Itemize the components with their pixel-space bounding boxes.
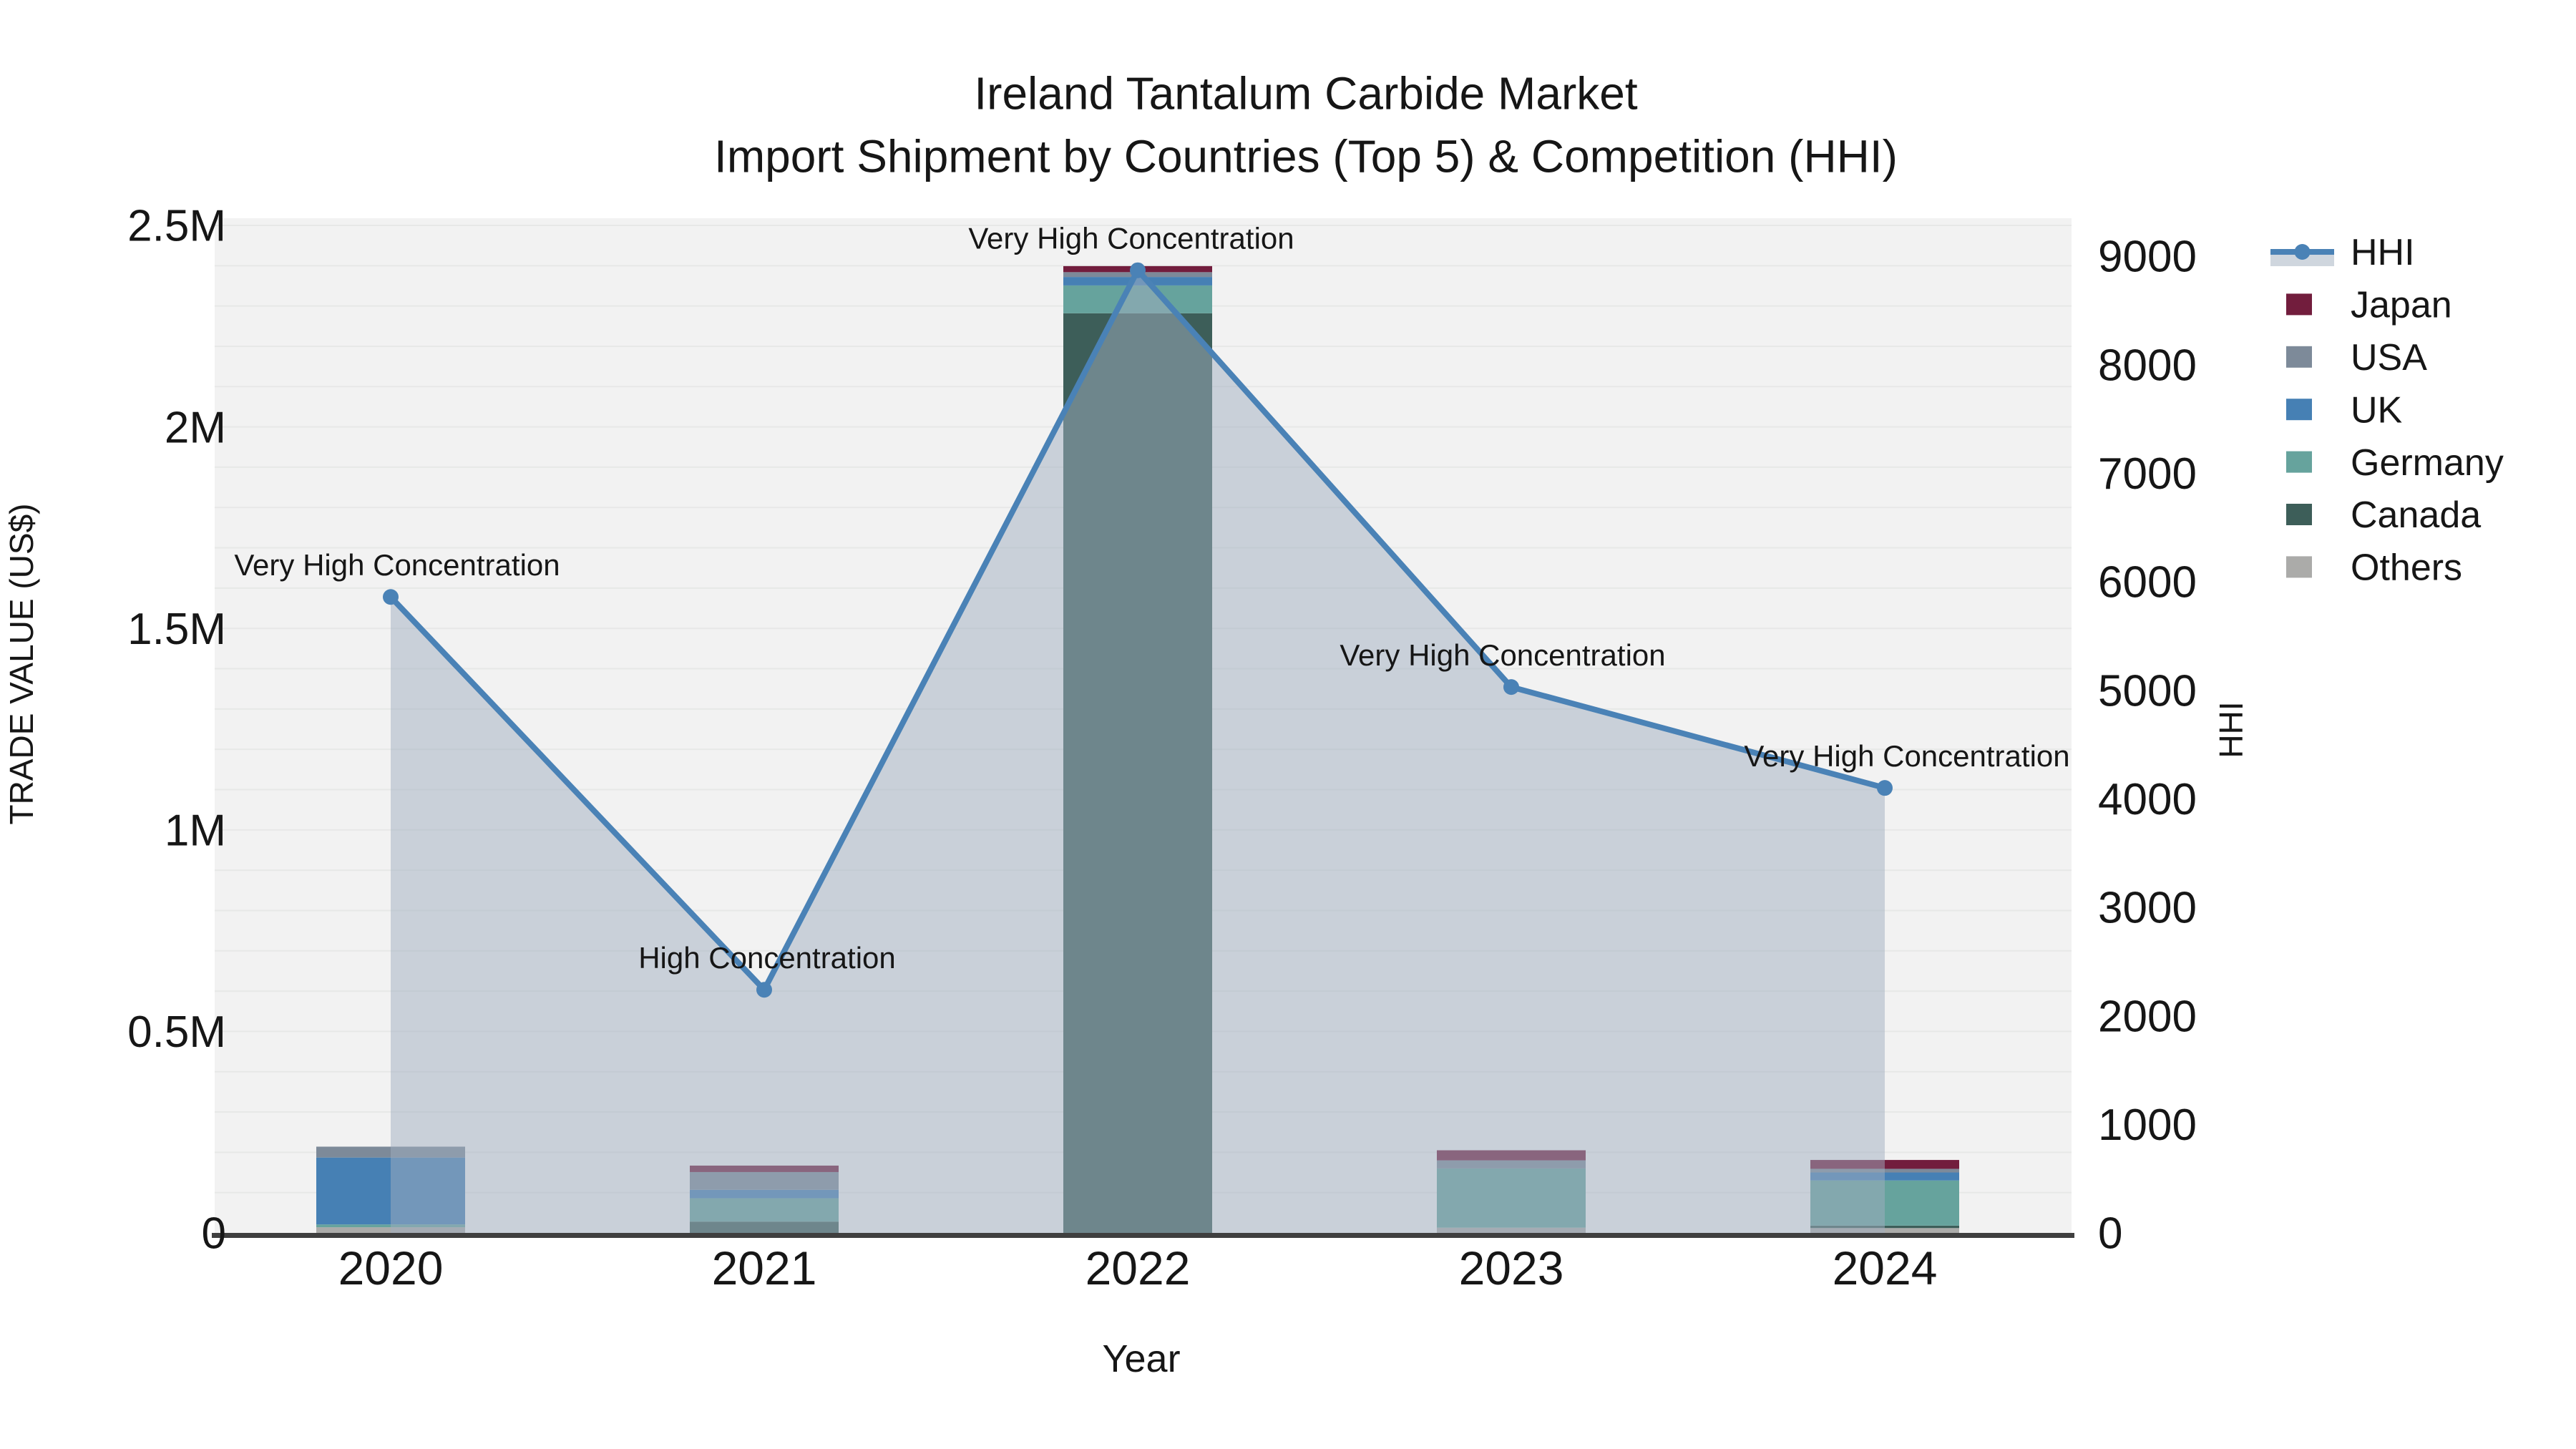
legend-label-uk: UK [2351, 389, 2403, 431]
y-left-tick-label: 2M [165, 403, 226, 452]
y-right-tick-label: 8000 [2098, 341, 2197, 390]
y-right-tick-label: 1000 [2098, 1101, 2197, 1150]
annotation-layer: Very High Concentration High Concentratio… [234, 221, 2069, 975]
legend-item-usa[interactable]: USA [2286, 337, 2427, 379]
annotation-2024: Very High Concentration [1744, 739, 2069, 773]
legend-label-germany: Germany [2351, 442, 2504, 484]
legend-item-japan[interactable]: Japan [2286, 285, 2452, 326]
legend-item-others[interactable]: Others [2286, 547, 2462, 589]
y-left-tick-label: 0.5M [127, 1008, 226, 1057]
hhi-marker-2020[interactable] [383, 589, 399, 605]
legend-label-usa: USA [2351, 337, 2427, 379]
hhi-line-layer [383, 262, 1893, 998]
annotation-2021: High Concentration [638, 941, 896, 975]
y-right-axis-title: HHI [2212, 701, 2250, 758]
x-tick-label-2021: 2021 [712, 1241, 817, 1294]
y-right-tick-label: 4000 [2098, 775, 2197, 824]
y-left-tick-label: 1.5M [127, 605, 226, 654]
annotation-2020: Very High Concentration [234, 548, 560, 582]
legend-color-swatch-japan [2286, 293, 2312, 316]
y-left-tick-label: 2.5M [127, 202, 226, 251]
chart-title-line2: Import Shipment by Countries (Top 5) & C… [714, 130, 1898, 182]
chart-title-line1: Ireland Tantalum Carbide Market [974, 67, 1638, 119]
legend-color-swatch-germany [2286, 451, 2312, 473]
hhi-marker-2023[interactable] [1503, 679, 1519, 696]
legend-label-canada: Canada [2351, 494, 2481, 536]
hhi-marker-2022[interactable] [1130, 262, 1146, 278]
x-axis-title: Year [1102, 1337, 1180, 1380]
y-left-tick-label: 1M [165, 806, 226, 856]
y-right-tick-label: 7000 [2098, 449, 2197, 499]
hhi-marker-2021[interactable] [756, 982, 772, 998]
y-right-tick-label: 2000 [2098, 992, 2197, 1041]
x-tick-label-2022: 2022 [1085, 1241, 1191, 1294]
y-left-axis-title: TRADE VALUE (US$) [3, 503, 40, 824]
y-right-tick-label: 0 [2098, 1209, 2122, 1259]
y-left-tick-label: 0 [202, 1209, 226, 1259]
legend-color-swatch-canada [2286, 504, 2312, 525]
axes-layer: 0 0.5M 1M 1.5M 2M 2.5M 0 1000 2000 3000 4000 5000 60… [127, 202, 2197, 1294]
legend-item-germany[interactable]: Germany [2286, 442, 2504, 484]
x-tick-label-2023: 2023 [1459, 1241, 1564, 1294]
annotation-2023: Very High Concentration [1340, 638, 1665, 672]
y-right-tick-label: 3000 [2098, 884, 2197, 933]
legend-item-canada[interactable]: Canada [2286, 494, 2481, 536]
hhi-marker-2024[interactable] [1877, 780, 1893, 796]
y-right-tick-label: 9000 [2098, 233, 2197, 282]
legend-color-swatch-others [2286, 556, 2312, 578]
annotation-2022: Very High Concentration [968, 221, 1294, 255]
legend: HHI Japan USA UK Germany Canada Others [2270, 232, 2504, 589]
legend-item-hhi[interactable]: HHI [2270, 232, 2415, 273]
y-right-tick-label: 5000 [2098, 666, 2197, 716]
legend-color-swatch-usa [2286, 346, 2312, 368]
y-right-tick-label: 6000 [2098, 558, 2197, 608]
x-tick-label-2024: 2024 [1833, 1241, 1938, 1294]
legend-label-japan: Japan [2351, 285, 2452, 326]
legend-label-hhi: HHI [2351, 232, 2415, 273]
titles-layer: Ireland Tantalum Carbide Market Import S… [3, 67, 2250, 1380]
legend-label-others: Others [2351, 547, 2462, 589]
x-tick-label-2020: 2020 [338, 1241, 444, 1294]
x-axis-line [212, 1233, 2074, 1238]
legend-item-uk[interactable]: UK [2286, 389, 2403, 431]
legend-hhi-marker-swatch [2294, 244, 2311, 260]
legend-color-swatch-uk [2286, 399, 2312, 421]
